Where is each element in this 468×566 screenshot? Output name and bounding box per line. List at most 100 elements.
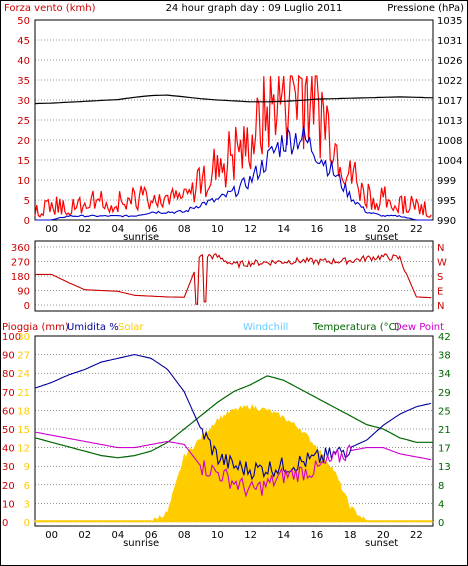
rain-tick-label: 30 [2, 462, 15, 473]
rain-tick-label: 80 [2, 369, 15, 380]
temperature-tick-label: 0 [438, 518, 444, 529]
wind-axis-title: Forza vento (kmh) [4, 3, 96, 14]
humidity-tick-label: 24 [17, 369, 30, 380]
x-tick-label: 14 [277, 224, 290, 235]
solar-area [34, 403, 434, 523]
pressure-axis-title: Pressione (hPa) [387, 3, 464, 14]
rain-tick-label: 10 [2, 499, 15, 510]
temperature-line [34, 375, 433, 459]
x-tick-label: 12 [244, 224, 257, 235]
humidity-tick-label: 3 [24, 499, 30, 510]
x-tick-label: 04 [112, 530, 125, 541]
legend-dewpoint: Dew Point [394, 322, 444, 333]
wind-tick-label: 10 [17, 176, 30, 187]
x-tick-label: 10 [211, 530, 224, 541]
temperature-tick-label: 25 [438, 406, 451, 417]
wind-tick-label: 15 [17, 156, 30, 167]
x-tick-label: 08 [178, 530, 191, 541]
humidity-tick-label: 12 [17, 444, 30, 455]
legend-solar: Solar [118, 322, 144, 333]
x-tick-label: 18 [344, 530, 357, 541]
compass-label: E [437, 287, 443, 298]
humidity-tick-label: 18 [17, 406, 30, 417]
humidity-tick-label: 9 [24, 462, 30, 473]
direction-tick-label: 270 [11, 258, 30, 269]
wind-tick-label: 25 [17, 116, 30, 127]
wind-tick-label: 35 [17, 76, 30, 87]
temperature-tick-label: 17 [438, 444, 451, 455]
legend-humidity: Umidita % [67, 322, 119, 333]
rain-tick-label: 70 [2, 388, 15, 399]
pressure-tick-label: 1026 [437, 56, 462, 67]
direction-tick-label: 180 [11, 272, 30, 283]
legend-rain: Pioggia (mm) [2, 322, 69, 333]
graph-title: 24 hour graph day : 09 Luglio 2011 [166, 3, 343, 14]
humidity-tick-label: 0 [24, 518, 30, 529]
x-tick-label: 12 [244, 530, 257, 541]
rain-tick-label: 50 [2, 425, 15, 436]
temperature-tick-label: 29 [438, 388, 451, 399]
pressure-tick-label: 1013 [437, 116, 462, 127]
wind-direction-line [35, 253, 432, 305]
temperature-tick-label: 21 [438, 425, 451, 436]
temperature-tick-label: 8 [438, 481, 444, 492]
wind-gust-line [34, 74, 432, 218]
pressure-tick-label: 1022 [437, 76, 462, 87]
humidity-tick-label: 15 [17, 425, 30, 436]
rain-tick-label: 20 [2, 481, 15, 492]
x-tick-label: 18 [344, 224, 357, 235]
x-tick-label: 20 [377, 224, 390, 235]
pressure-tick-label: 1004 [437, 156, 462, 167]
sunset-label: sunset [365, 232, 398, 243]
rain-tick-label: 0 [2, 518, 8, 529]
rain-tick-label: 60 [2, 406, 15, 417]
temperature-tick-label: 13 [438, 462, 451, 473]
rain-tick-label: 100 [2, 332, 21, 343]
x-tick-label: 00 [45, 224, 58, 235]
wind-tick-label: 5 [24, 196, 30, 207]
direction-tick-label: 90 [17, 287, 30, 298]
wind-tick-label: 0 [24, 216, 30, 227]
x-tick-label: 16 [311, 530, 324, 541]
pressure-tick-label: 995 [437, 196, 456, 207]
wind-tick-label: 30 [17, 96, 30, 107]
wind-tick-label: 40 [17, 56, 30, 67]
x-tick-label: 16 [311, 224, 324, 235]
compass-label: N [437, 243, 444, 254]
pressure-tick-label: 999 [437, 176, 456, 187]
sunset-label: sunset [365, 538, 398, 549]
dewpoint-line [34, 431, 432, 498]
x-tick-label: 20 [377, 530, 390, 541]
humidity-tick-label: 21 [17, 388, 30, 399]
legend-temperature: Temperatura (°C) [312, 322, 400, 333]
x-tick-label: 10 [211, 224, 224, 235]
compass-label: N [437, 301, 444, 312]
x-tick-label: 06 [145, 530, 158, 541]
compass-label: W [437, 258, 447, 269]
pressure-tick-label: 1031 [437, 36, 462, 47]
direction-tick-label: 360 [11, 243, 30, 254]
legend-windchill: Windchill [243, 322, 288, 333]
temperature-tick-label: 38 [438, 351, 451, 362]
x-tick-label: 22 [410, 530, 423, 541]
temperature-tick-label: 4 [438, 499, 444, 510]
direction-tick-label: 0 [24, 301, 30, 312]
rain-tick-label: 40 [2, 444, 15, 455]
wind-average-line [35, 126, 431, 221]
x-tick-label: 06 [145, 224, 158, 235]
humidity-tick-label: 30 [17, 332, 30, 343]
x-tick-label: 02 [78, 224, 91, 235]
temperature-tick-label: 34 [438, 369, 451, 380]
x-tick-label: 04 [112, 224, 125, 235]
sunrise-label: sunrise [123, 538, 159, 549]
x-tick-label: 22 [410, 224, 423, 235]
humidity-line [34, 354, 432, 481]
wind-tick-label: 50 [17, 16, 30, 27]
x-tick-label: 02 [78, 530, 91, 541]
x-tick-label: 08 [178, 224, 191, 235]
temperature-tick-label: 42 [438, 332, 451, 343]
pressure-line [34, 94, 434, 105]
pressure-tick-label: 1035 [437, 16, 462, 27]
rain-tick-label: 90 [2, 351, 15, 362]
